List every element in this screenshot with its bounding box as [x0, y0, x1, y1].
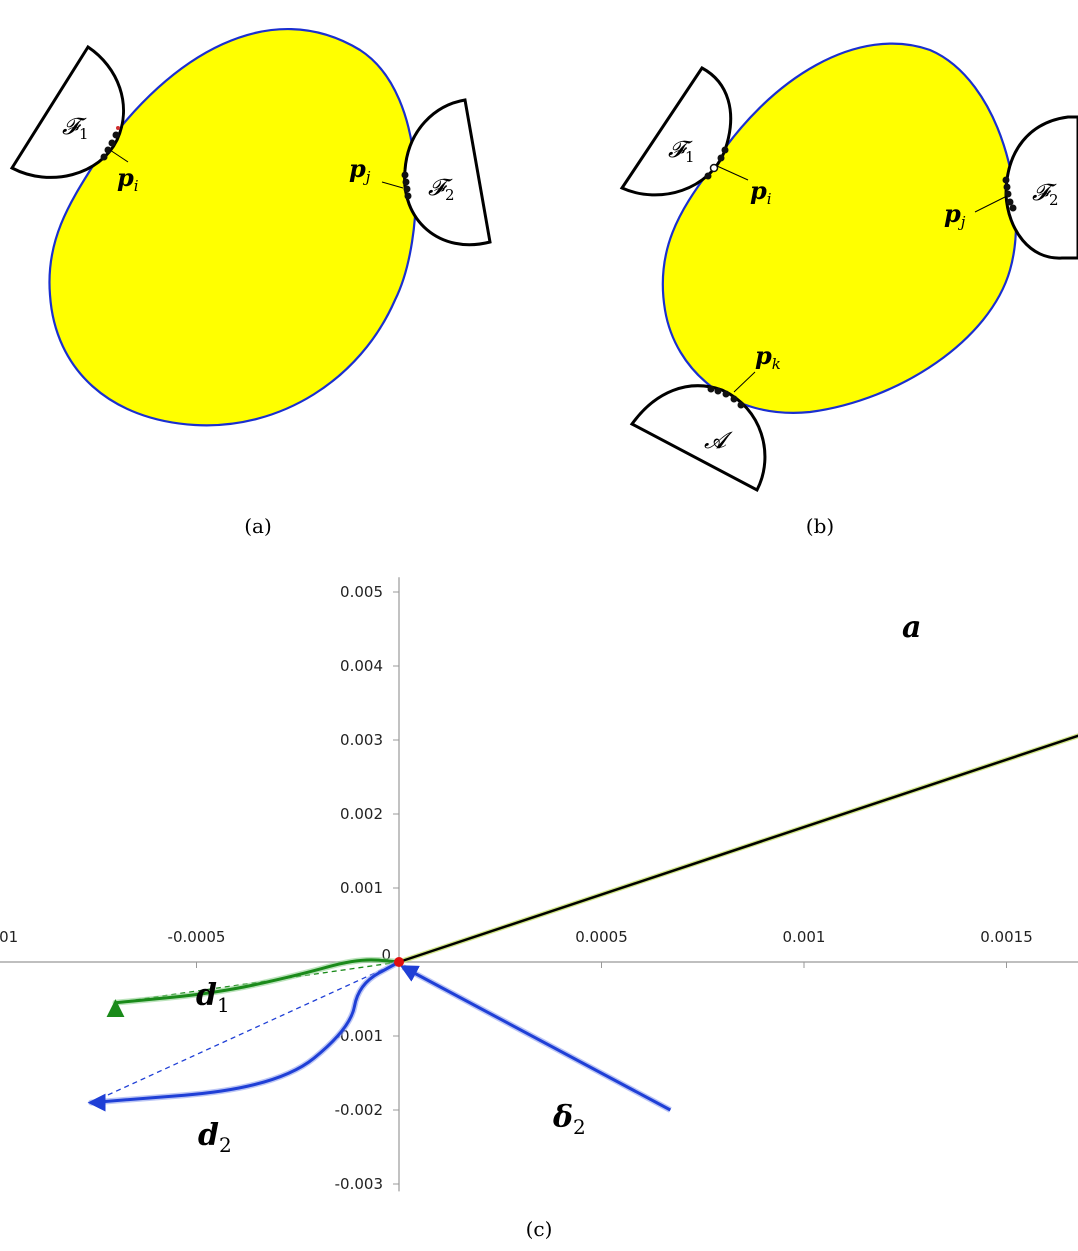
point-label-pi-b: pi: [750, 176, 772, 208]
finger-a-b: [629, 384, 767, 493]
leader-pi-b: [716, 165, 749, 181]
y-tick-labels: 0.005 0.004 0.003 0.002 0.001 -0.001 -0.002 -0.…: [335, 583, 399, 1193]
finger-label-f2-b: 𝓕2: [1032, 180, 1059, 209]
a-arrow-halo: [398, 733, 1078, 965]
leader-pj-b: [974, 195, 1008, 213]
leader-pk-b: [733, 371, 756, 393]
x-tick-labels: -0.001-0.000500.00050.0010.00150.0020.00…: [0, 928, 1033, 968]
chart-vectors: a d1 d2 δ2: [87, 610, 1078, 1157]
a-arrow: [398, 734, 1078, 964]
y-tick-label: 0.004: [340, 657, 383, 675]
y-tick-label: 0.003: [340, 731, 383, 749]
x-tick-label: -0.001: [0, 928, 18, 946]
caption-b: (b): [806, 514, 834, 538]
x-tick-label: 0.0015: [980, 928, 1033, 946]
caption-a: (a): [244, 514, 272, 538]
y-tick-label: 0.001: [340, 879, 383, 897]
point-label-pj-a: pj: [349, 154, 371, 186]
point-label-pi-a: pi: [117, 163, 139, 195]
caption-c: (c): [526, 1217, 553, 1241]
d2-label: d2: [198, 1118, 232, 1157]
y-tick-label: 0.002: [340, 805, 383, 823]
d2-curve: [87, 960, 400, 1111]
a-label: a: [902, 610, 921, 645]
object-body-b: [661, 42, 1018, 414]
leader-pj-a: [381, 181, 404, 189]
d2-dashed-line: [90, 961, 400, 1104]
leader-pi-a: [109, 149, 129, 163]
x-tick-label: 0.0005: [575, 928, 628, 946]
contact-points-pi-b: [704, 146, 729, 180]
x-tick-label: 0: [381, 946, 391, 964]
x-tick-label: 0.001: [783, 928, 826, 946]
y-tick-label: -0.002: [335, 1101, 383, 1119]
d1-curve: [111, 958, 400, 1011]
point-label-pk-b: pk: [755, 341, 781, 373]
y-tick-label: -0.001: [335, 1027, 383, 1045]
chart-axes: [0, 577, 1078, 1192]
panel-b: 𝓕1 𝓕2 𝓐 pi pj pk (b): [619, 42, 1078, 538]
y-tick-label: 0.005: [340, 583, 383, 601]
finger-f1-a: [9, 44, 125, 179]
x-tick-label: -0.0005: [168, 928, 226, 946]
contact-points-pj-a: [401, 171, 412, 200]
d1-label: d1: [196, 978, 230, 1017]
contact-points-pi-a: [100, 126, 120, 161]
panel-c: -0.001-0.000500.00050.0010.00150.0020.00…: [0, 577, 1078, 1241]
origin-point: [394, 957, 404, 967]
finger-f2-b: [1004, 115, 1078, 260]
finger-f2-a: [403, 98, 492, 247]
point-label-pj-b: pj: [944, 199, 966, 231]
object-body-a: [48, 27, 417, 427]
delta2-arrow: [399, 965, 672, 1112]
delta2-label: δ2: [552, 1100, 586, 1139]
contact-points-pk-b: [707, 385, 745, 409]
panel-a: 𝓕1 𝓕2 pi pj (a): [9, 27, 492, 538]
contact-points-pj-b: [1002, 176, 1017, 212]
y-tick-label: -0.003: [335, 1175, 383, 1193]
